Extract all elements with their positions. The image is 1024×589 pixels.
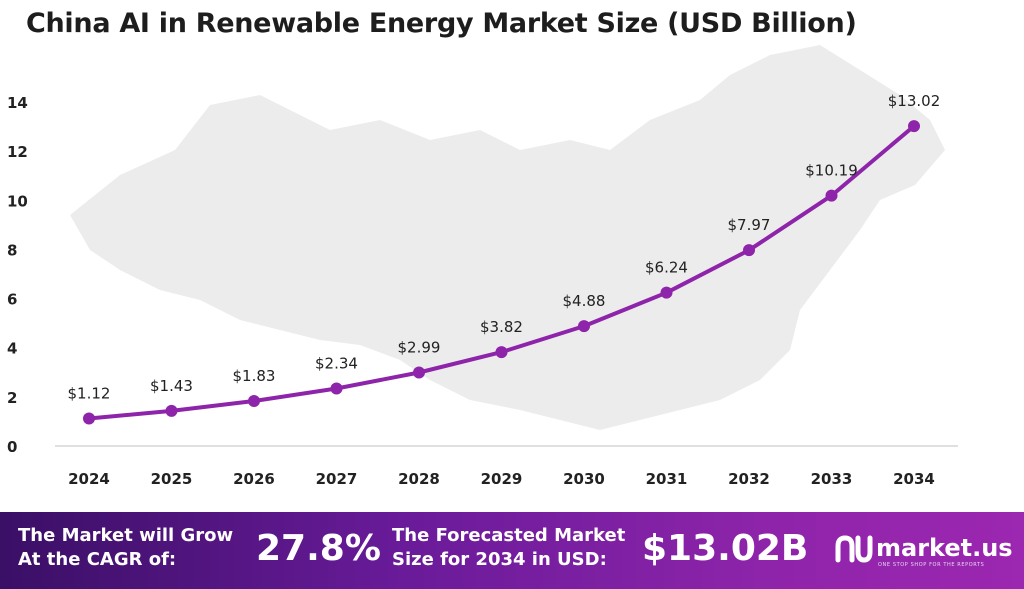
market-us-logo-icon (835, 535, 873, 563)
x-tick-label: 2033 (811, 470, 853, 488)
forecast-value: $13.02B (642, 528, 809, 569)
line-chart: 0 2 4 6 8 10 12 14 2024 2025 2026 2027 2028 2029 2030… (7, 45, 958, 488)
data-label: $10.19 (805, 162, 858, 180)
data-point (413, 366, 425, 379)
y-axis-ticks: 0 2 4 6 8 10 12 14 (7, 94, 28, 456)
y-tick-label: 2 (7, 389, 17, 407)
data-point (495, 346, 508, 359)
brand-logo[interactable]: market.us ONE STOP SHOP FOR THE REPORTS (832, 530, 1022, 570)
cagr-label: The Market will Grow At the CAGR of: (18, 524, 233, 572)
y-tick-label: 10 (7, 192, 28, 210)
forecast-label-line2: Size for 2034 in USD: (392, 549, 607, 570)
x-tick-label: 2024 (68, 470, 110, 488)
data-label: $1.12 (68, 384, 111, 402)
data-point (908, 120, 920, 133)
x-tick-label: 2025 (151, 470, 193, 488)
data-label: $2.99 (398, 339, 441, 357)
x-tick-label: 2026 (233, 470, 275, 488)
y-tick-label: 14 (7, 94, 28, 112)
y-tick-label: 12 (7, 143, 28, 161)
x-tick-label: 2034 (893, 470, 935, 488)
data-label: $7.97 (728, 216, 771, 234)
data-label: $4.88 (563, 292, 606, 310)
cagr-value: 27.8% (256, 528, 381, 569)
x-tick-label: 2032 (728, 470, 770, 488)
china-map-silhouette (70, 45, 945, 430)
cagr-label-line2: At the CAGR of: (18, 549, 177, 570)
y-tick-label: 8 (7, 241, 17, 259)
data-label: $3.82 (480, 318, 523, 336)
forecast-label: The Forecasted Market Size for 2034 in U… (392, 524, 625, 572)
data-label: $6.24 (645, 259, 688, 277)
y-tick-label: 4 (7, 340, 17, 358)
y-tick-label: 0 (7, 438, 17, 456)
x-tick-label: 2028 (398, 470, 440, 488)
x-tick-label: 2031 (646, 470, 688, 488)
data-labels: $1.12 $1.43 $1.83 $2.34 $2.99 $3.82 $4.88 $6.24… (68, 92, 941, 402)
x-tick-label: 2027 (316, 470, 358, 488)
data-label: $2.34 (315, 355, 358, 373)
data-point (578, 320, 590, 333)
data-points (83, 120, 920, 425)
y-tick-label: 6 (7, 291, 17, 309)
chart-title: China AI in Renewable Energy Market Size… (26, 8, 857, 39)
forecast-label-line1: The Forecasted Market (392, 525, 626, 546)
data-point (660, 286, 673, 299)
x-tick-label: 2030 (563, 470, 605, 488)
data-label: $1.83 (233, 367, 276, 385)
x-tick-label: 2029 (481, 470, 523, 488)
summary-footer: The Market will Grow At the CAGR of: 27.… (0, 512, 1024, 589)
data-point (825, 189, 838, 202)
data-point (248, 395, 260, 408)
data-label: $1.43 (150, 377, 193, 395)
data-label: $13.02 (888, 92, 941, 110)
cagr-label-line1: The Market will Grow (18, 525, 234, 546)
data-point (743, 244, 755, 257)
data-point (165, 404, 178, 417)
data-point (83, 412, 95, 425)
data-point (330, 382, 343, 395)
brand-tagline: ONE STOP SHOP FOR THE REPORTS (878, 562, 985, 568)
x-axis-ticks: 2024 2025 2026 2027 2028 2029 2030 2031 2032 2033… (68, 470, 935, 488)
brand-name: market.us (876, 534, 1013, 562)
